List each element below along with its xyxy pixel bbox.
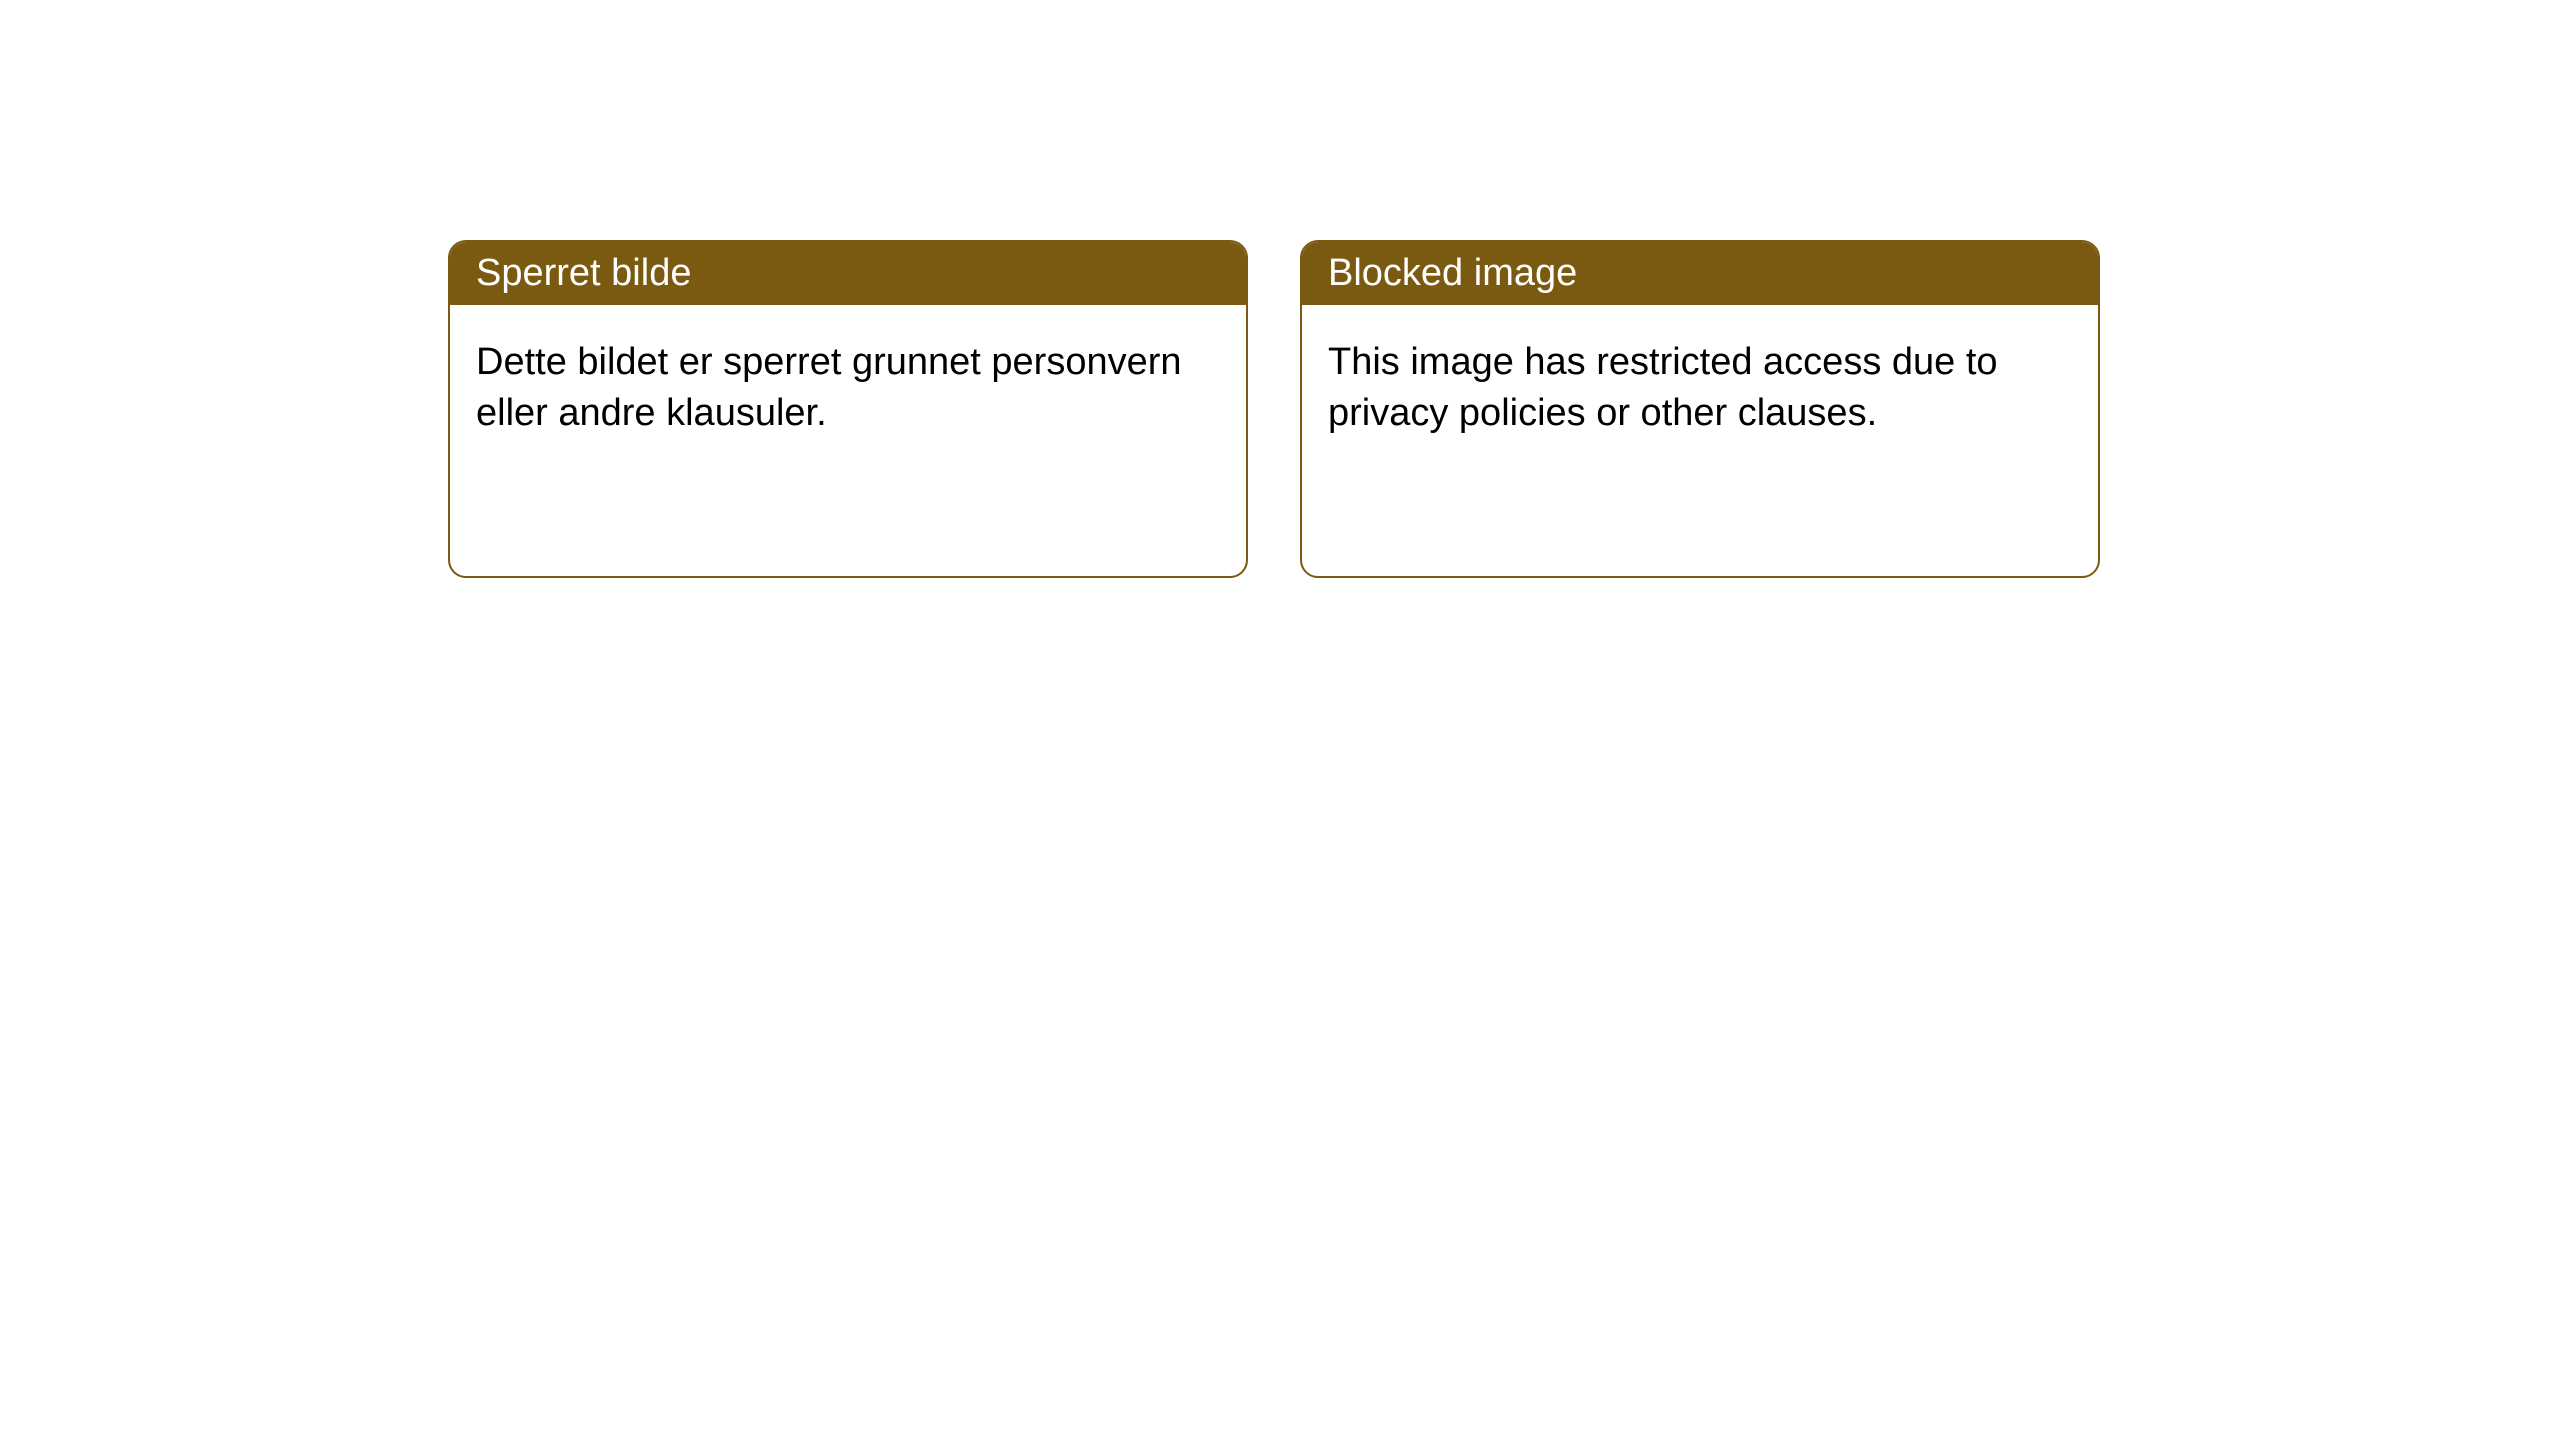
notice-body: Dette bildet er sperret grunnet personve… [450, 305, 1246, 472]
notice-text: Dette bildet er sperret grunnet personve… [476, 341, 1182, 434]
notice-title: Blocked image [1328, 252, 1577, 294]
notice-card-english: Blocked image This image has restricted … [1300, 240, 2100, 578]
notice-header: Blocked image [1302, 242, 2098, 305]
notice-card-norwegian: Sperret bilde Dette bildet er sperret gr… [448, 240, 1248, 578]
notice-container: Sperret bilde Dette bildet er sperret gr… [0, 0, 2560, 578]
notice-body: This image has restricted access due to … [1302, 305, 2098, 472]
notice-title: Sperret bilde [476, 252, 691, 294]
notice-header: Sperret bilde [450, 242, 1246, 305]
notice-text: This image has restricted access due to … [1328, 341, 1998, 434]
